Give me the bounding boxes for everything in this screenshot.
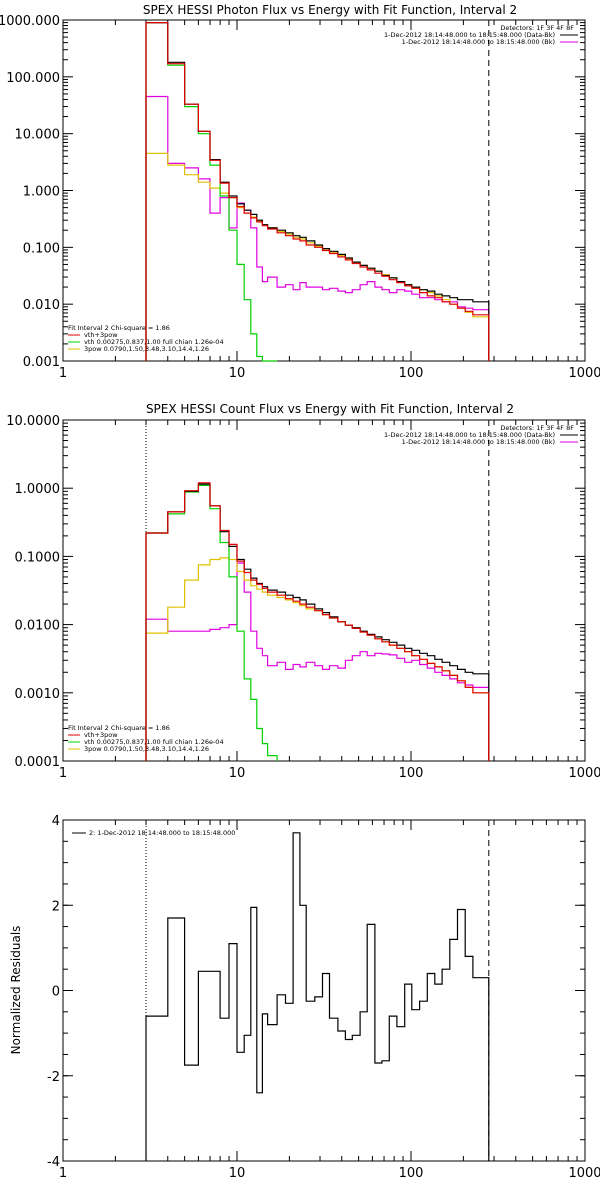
- y-tick-label: -4: [47, 1155, 60, 1170]
- count-flux-panel: SPEX HESSI Count Flux vs Energy with Fit…: [6, 402, 600, 781]
- y-tick-label: 2: [52, 899, 60, 914]
- x-tick-label: 10: [229, 766, 246, 781]
- x-tick-label: 100: [399, 366, 424, 381]
- photon-axis-ticks: 1 10 100 1000 0.001 0.010 0.100 1.000 10.000 100.…: [0, 14, 600, 381]
- total-fit-line: [145, 22, 490, 361]
- x-tick-label: 10: [229, 366, 246, 381]
- photon-legend-right-2: 1-Dec-2012 18:14:48.000 to 18:15:48.000 …: [384, 31, 555, 39]
- y-tick-label: 0.001: [23, 355, 60, 370]
- residuals-axis-ticks: 1 10 100 1000 -4 -2 0 2 4: [47, 814, 600, 1181]
- photon-legend-left-4: 3pow 0.0790,1.50,3.48,3.10,14.4,1.26: [84, 345, 209, 353]
- x-tick-label: 1000: [568, 1166, 600, 1181]
- y-tick-label: 1000.000: [0, 14, 60, 29]
- thermal-fit-line: [145, 484, 278, 761]
- y-tick-label: 0.0010: [15, 687, 61, 702]
- photon-legend-right-1: Detectors: 1F 3F 4F 8F: [500, 24, 574, 32]
- thermal-fit-line: [145, 22, 278, 362]
- residuals-series: [145, 820, 490, 1161]
- y-tick-label: 0.0001: [15, 755, 61, 770]
- count-legend-left-3: vth 0.00275,0.837,1.00 full chian 1.26e-…: [84, 738, 224, 746]
- data-flux-line: [145, 483, 490, 761]
- y-tick-label: 0.1000: [15, 550, 61, 565]
- count-axis-ticks: 1 10 100 1000 0.0001 0.0010 0.0100 0.1000 1.0000…: [6, 414, 600, 781]
- count-legend-right-1: Detectors: 1F 3F 4F 8F: [500, 424, 574, 432]
- photon-plot-frame: [62, 19, 586, 362]
- count-legend-right-2: 1-Dec-2012 18:14:48.000 to 18:15:48.000 …: [384, 431, 555, 439]
- total-fit-line: [145, 482, 490, 761]
- residuals-panel: Normalized Residuals 1 10 100 1000 -4 -2 0 2 4 2…: [9, 814, 600, 1181]
- y-tick-label: 10.000: [15, 128, 61, 143]
- photon-legend-right-3: 1-Dec-2012 18:14:48.000 to 18:15:48.000 …: [402, 38, 555, 46]
- photon-series: [145, 20, 490, 362]
- y-tick-label: 10.0000: [6, 414, 60, 429]
- photon-panel-title: SPEX HESSI Photon Flux vs Energy with Fi…: [143, 3, 517, 17]
- y-tick-label: 0.0100: [15, 619, 61, 634]
- y-tick-label: 4: [52, 814, 60, 829]
- y-tick-label: 0.100: [23, 241, 60, 256]
- residuals-plot-frame: [62, 819, 586, 1162]
- photon-legend-left-3: vth 0.00275,0.837,1.00 full chian 1.26e-…: [84, 338, 224, 346]
- x-tick-label: 1: [59, 366, 67, 381]
- x-tick-label: 100: [399, 1166, 424, 1181]
- x-tick-label: 1000: [568, 766, 600, 781]
- x-tick-label: 100: [399, 766, 424, 781]
- y-tick-label: 0.010: [23, 298, 60, 313]
- background-line: [145, 562, 490, 761]
- y-tick-label: 100.000: [6, 71, 60, 86]
- count-series: [145, 420, 490, 761]
- photon-legend-left-2: vth+3pow: [84, 331, 118, 339]
- data-flux-line: [145, 22, 490, 361]
- x-tick-label: 1: [59, 766, 67, 781]
- count-legend-right-3: 1-Dec-2012 18:14:48.000 to 18:15:48.000 …: [402, 438, 555, 446]
- count-plot-frame: [62, 419, 586, 762]
- y-tick-label: -2: [47, 1070, 60, 1085]
- count-panel-title: SPEX HESSI Count Flux vs Energy with Fit…: [146, 402, 514, 416]
- residuals-ylabel: Normalized Residuals: [9, 926, 23, 1055]
- x-tick-label: 1: [59, 1166, 67, 1181]
- x-tick-label: 1000: [568, 366, 600, 381]
- background-line: [145, 95, 490, 361]
- residuals-line: [145, 832, 490, 1161]
- photon-legend-left-1: Fit Interval 2 Chi-square = 1.86: [68, 324, 170, 332]
- photon-flux-panel: SPEX HESSI Photon Flux vs Energy with Fi…: [0, 3, 600, 381]
- y-tick-label: 0: [52, 985, 60, 1000]
- residuals-legend: 2: 1-Dec-2012 18:14:48.000 to 18:15:48.0…: [89, 829, 235, 837]
- powerlaw-fit-line: [145, 152, 490, 361]
- x-tick-label: 10: [229, 1166, 246, 1181]
- y-tick-label: 1.000: [23, 185, 60, 200]
- count-legend-left-1: Fit Interval 2 Chi-square = 1.86: [68, 724, 170, 732]
- count-legend-left-2: vth+3pow: [84, 731, 118, 739]
- count-legend-left-4: 3pow 0.0790,1.50,3.48,3.10,14.4,1.26: [84, 745, 209, 753]
- y-tick-label: 1.0000: [15, 482, 61, 497]
